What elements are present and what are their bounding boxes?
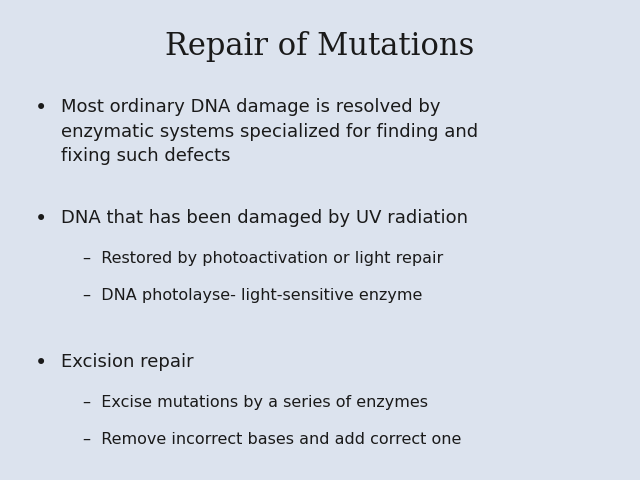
Text: •: • xyxy=(35,98,47,119)
Text: –  Remove incorrect bases and add correct one: – Remove incorrect bases and add correct… xyxy=(83,432,461,447)
Text: Most ordinary DNA damage is resolved by
enzymatic systems specialized for findin: Most ordinary DNA damage is resolved by … xyxy=(61,98,478,165)
Text: Excision repair: Excision repair xyxy=(61,353,193,371)
Text: •: • xyxy=(35,353,47,373)
Text: –  Excise mutations by a series of enzymes: – Excise mutations by a series of enzyme… xyxy=(83,395,428,410)
Text: –  Restored by photoactivation or light repair: – Restored by photoactivation or light r… xyxy=(83,251,444,266)
Text: Repair of Mutations: Repair of Mutations xyxy=(165,31,475,62)
Text: –  DNA photolayse- light-sensitive enzyme: – DNA photolayse- light-sensitive enzyme xyxy=(83,288,422,303)
Text: DNA that has been damaged by UV radiation: DNA that has been damaged by UV radiatio… xyxy=(61,209,468,227)
Text: •: • xyxy=(35,209,47,229)
